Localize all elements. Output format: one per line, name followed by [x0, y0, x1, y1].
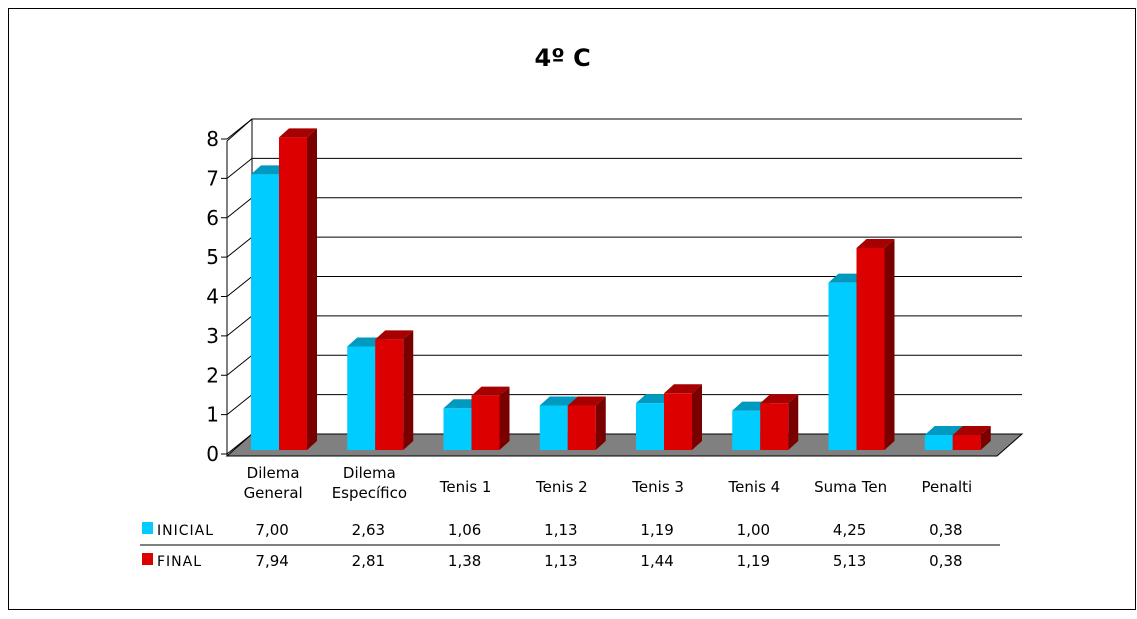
- table-value: 1,00: [737, 521, 770, 539]
- bar-front: [471, 395, 500, 450]
- table-value: 0,38: [929, 521, 962, 539]
- bar-front: [952, 435, 981, 450]
- y-tick-label: 2: [206, 363, 219, 387]
- table-value: 1,06: [448, 521, 481, 539]
- table-value: 7,94: [255, 552, 288, 570]
- bar-top: [567, 396, 606, 406]
- chart-frame: [8, 8, 1136, 610]
- table-value: 1,13: [544, 521, 577, 539]
- bar-front: [443, 408, 472, 450]
- bar-final: [279, 128, 317, 451]
- bar-front: [760, 403, 789, 450]
- bar-front: [924, 435, 953, 450]
- table-value: 5,13: [833, 552, 866, 570]
- chart-floor: [225, 433, 1024, 457]
- bar-side: [980, 426, 991, 450]
- bar-inicial: [347, 337, 386, 450]
- gridline-depth: [226, 354, 253, 376]
- gridline-depth: [226, 315, 253, 337]
- bar-front: [636, 403, 664, 450]
- gridline-depth: [226, 118, 253, 140]
- bar-side: [788, 394, 799, 450]
- bar-top: [856, 239, 895, 249]
- gridline-depth: [226, 236, 253, 258]
- bar-side: [499, 386, 510, 450]
- bar-final: [952, 426, 991, 450]
- bar-final: [471, 386, 510, 450]
- bar-top: [539, 396, 578, 406]
- bar-top: [760, 394, 799, 404]
- bar-front: [664, 393, 692, 450]
- bar-final: [567, 396, 606, 450]
- bar-top: [471, 386, 510, 396]
- bar-front: [347, 346, 376, 450]
- bar-top: [952, 426, 991, 436]
- legend-swatch-final: [142, 553, 153, 565]
- bar-top: [664, 384, 702, 394]
- x-category-label: Penalti: [922, 478, 973, 496]
- bar-side: [692, 384, 702, 450]
- table-value: 1,19: [640, 521, 673, 539]
- x-category-label: Tenis 1: [439, 478, 492, 496]
- x-category-label: Tenis 2: [535, 478, 588, 496]
- bar-side: [595, 396, 606, 450]
- table-value: 1,38: [448, 552, 481, 570]
- y-tick-label: 4: [206, 285, 219, 309]
- gridline-depth: [226, 157, 253, 179]
- y-tick-label: 6: [206, 206, 219, 230]
- bar-side: [307, 128, 317, 451]
- bar-final: [375, 330, 414, 450]
- bar-front: [732, 410, 761, 450]
- x-category-label: Tenis 3: [631, 478, 684, 496]
- legend-label-inicial: INICIAL: [157, 523, 214, 539]
- bar-top: [924, 426, 963, 436]
- bar-front: [539, 405, 568, 450]
- y-tick-label: 3: [206, 324, 219, 348]
- table-value: 4,25: [833, 521, 866, 539]
- y-tick-label: 8: [206, 127, 219, 151]
- legend-label-final: FINAL: [157, 554, 202, 570]
- x-category-label: Dilema Específico: [332, 464, 407, 502]
- table-value: 7,00: [255, 521, 288, 539]
- bar-top: [375, 330, 414, 340]
- y-tick-label: 1: [206, 403, 219, 427]
- bar-front: [856, 248, 885, 450]
- chart-title: 4º C: [534, 44, 591, 72]
- x-category-label: Tenis 4: [728, 478, 781, 496]
- legend-swatch-inicial: [142, 522, 153, 534]
- gridline-depth: [226, 197, 253, 219]
- bar-front: [251, 174, 279, 450]
- bar-front: [567, 405, 596, 450]
- table-value: 2,81: [352, 552, 385, 570]
- gridline-depth: [226, 276, 253, 297]
- x-category-label: Dilema General: [244, 464, 303, 502]
- table-value: 1,44: [640, 552, 673, 570]
- bar-final: [664, 384, 702, 450]
- y-tick-label: 7: [206, 166, 219, 190]
- bar-final: [760, 394, 799, 450]
- bar-front: [375, 339, 404, 450]
- bar-front: [828, 282, 857, 450]
- bar-front: [279, 137, 307, 451]
- x-category-label: Suma Ten: [814, 478, 887, 496]
- table-value: 1,19: [737, 552, 770, 570]
- bar-final: [856, 239, 895, 450]
- gridline-depth: [226, 394, 253, 416]
- table-value: 2,63: [352, 521, 385, 539]
- bar-side: [403, 330, 414, 450]
- table-value: 0,38: [929, 552, 962, 570]
- bar-side: [884, 239, 895, 450]
- y-tick-label: 5: [206, 245, 219, 269]
- bar-top: [279, 128, 317, 138]
- y-tick-label: 0: [206, 442, 219, 466]
- table-value: 1,13: [544, 552, 577, 570]
